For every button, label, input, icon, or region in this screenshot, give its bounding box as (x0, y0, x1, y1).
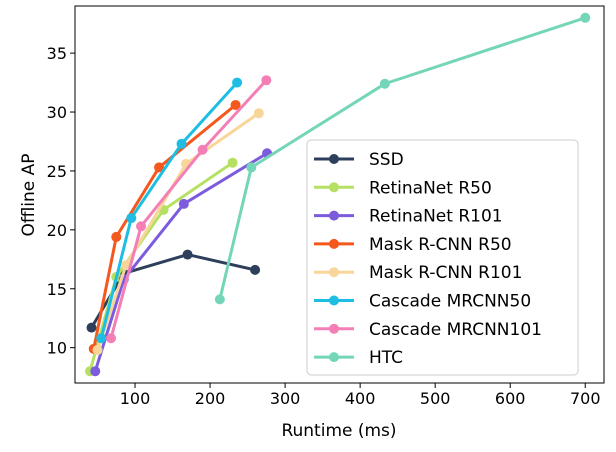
legend-item-mask-r-cnn-r101: Mask R-CNN R101 (314, 263, 522, 283)
legend: SSD RetinaNet R50 RetinaNet R101 Mask R-CNN… (306, 139, 579, 376)
legend-item-ssd: SSD (314, 150, 404, 170)
legend-label: HTC (369, 348, 403, 368)
data-point-cascade-mrcnn101 (197, 144, 208, 155)
x-axis-label: Runtime (ms) (281, 421, 396, 441)
series-line-mask-r-cnn-r50 (92, 103, 238, 351)
legend-item-retinanet-r50: RetinaNet R50 (314, 178, 492, 198)
data-point-ssd (250, 264, 261, 275)
series-cascade-mrcnn101 (106, 75, 272, 344)
x-tick-label: 200 (195, 389, 226, 408)
legend-swatch-marker (329, 323, 339, 334)
data-point-htc (379, 78, 390, 89)
legend-label: Cascade MRCNN101 (369, 320, 542, 340)
legend-item-cascade-mrcnn50: Cascade MRCNN50 (314, 292, 531, 312)
data-point-htc (246, 162, 257, 173)
legend-swatch-marker (329, 154, 339, 164)
data-point-htc (580, 12, 591, 23)
y-tick-label: 10 (47, 339, 67, 358)
y-tick-label: 35 (47, 44, 67, 63)
x-tick-label: 600 (495, 389, 526, 408)
data-point-mask-r-cnn-r50 (111, 231, 122, 242)
legend-swatch-marker (329, 295, 339, 306)
plot-frame (74, 5, 605, 384)
legend-swatch-marker (329, 210, 339, 221)
legend-label: Mask R-CNN R50 (369, 235, 512, 255)
y-tick-label: 30 (47, 103, 67, 122)
series-line-cascade-mrcnn101 (109, 78, 268, 340)
series-line-ssd (90, 253, 257, 330)
legend-label: Mask R-CNN R101 (369, 263, 522, 283)
series-retinanet-r101 (90, 148, 273, 377)
series-mask-r-cnn-r50 (88, 99, 241, 354)
data-point-cascade-mrcnn50 (126, 213, 137, 224)
data-point-cascade-mrcnn101 (106, 333, 117, 344)
legend-item-cascade-mrcnn101: Cascade MRCNN101 (314, 320, 542, 340)
data-point-cascade-mrcnn101 (136, 221, 147, 232)
series-htc (214, 12, 591, 305)
data-point-cascade-mrcnn50 (176, 138, 187, 149)
axis-layer: 100 200 300 400 500 600 700 10 15 20 25 30 35 (47, 44, 601, 408)
legend-label: Cascade MRCNN50 (369, 292, 531, 312)
series-line-htc (218, 16, 587, 301)
data-point-cascade-mrcnn101 (261, 75, 272, 86)
data-point-mask-r-cnn-r50 (154, 162, 165, 173)
x-tick-label: 100 (120, 389, 151, 408)
y-tick-label: 20 (47, 221, 67, 240)
y-tick-label: 25 (47, 162, 67, 181)
data-point-ssd (182, 249, 193, 260)
legend-label: RetinaNet R101 (369, 207, 503, 227)
legend-label: RetinaNet R50 (369, 178, 492, 198)
data-point-htc (214, 294, 225, 305)
series-line-mask-r-cnn-r101 (96, 111, 261, 352)
legend-swatch-marker (329, 352, 339, 363)
y-axis-label: Offline AP (19, 153, 39, 236)
data-point-cascade-mrcnn50 (96, 333, 107, 344)
legend-box (306, 139, 579, 376)
x-tick-label: 700 (570, 389, 601, 408)
series-cascade-mrcnn50 (96, 77, 243, 344)
data-point-ssd (86, 322, 97, 333)
series-line-cascade-mrcnn50 (99, 81, 239, 340)
legend-label: SSD (369, 150, 404, 170)
x-tick-label: 500 (420, 389, 451, 408)
legend-swatch-marker (329, 267, 339, 278)
legend-item-htc: HTC (314, 348, 403, 368)
series-line-retinanet-r101 (93, 151, 269, 373)
data-point-retinanet-r101 (178, 198, 189, 209)
legend-item-retinanet-r101: RetinaNet R101 (314, 207, 503, 227)
series-layer (85, 12, 591, 377)
legend-item-mask-r-cnn-r50: Mask R-CNN R50 (314, 235, 512, 255)
series-ssd (86, 249, 261, 333)
data-point-retinanet-r101 (90, 366, 101, 377)
legend-swatch-marker (329, 238, 339, 249)
x-tick-label: 300 (270, 389, 301, 408)
data-point-mask-r-cnn-r50 (230, 99, 241, 110)
y-tick-label: 15 (47, 280, 67, 299)
series-retinanet-r50 (85, 157, 238, 377)
legend-swatch-marker (329, 182, 339, 193)
x-tick-label: 400 (345, 389, 376, 408)
data-point-mask-r-cnn-r101 (253, 108, 264, 119)
data-point-retinanet-r50 (227, 157, 238, 168)
data-point-mask-r-cnn-r101 (92, 345, 103, 356)
data-point-cascade-mrcnn50 (232, 77, 243, 88)
